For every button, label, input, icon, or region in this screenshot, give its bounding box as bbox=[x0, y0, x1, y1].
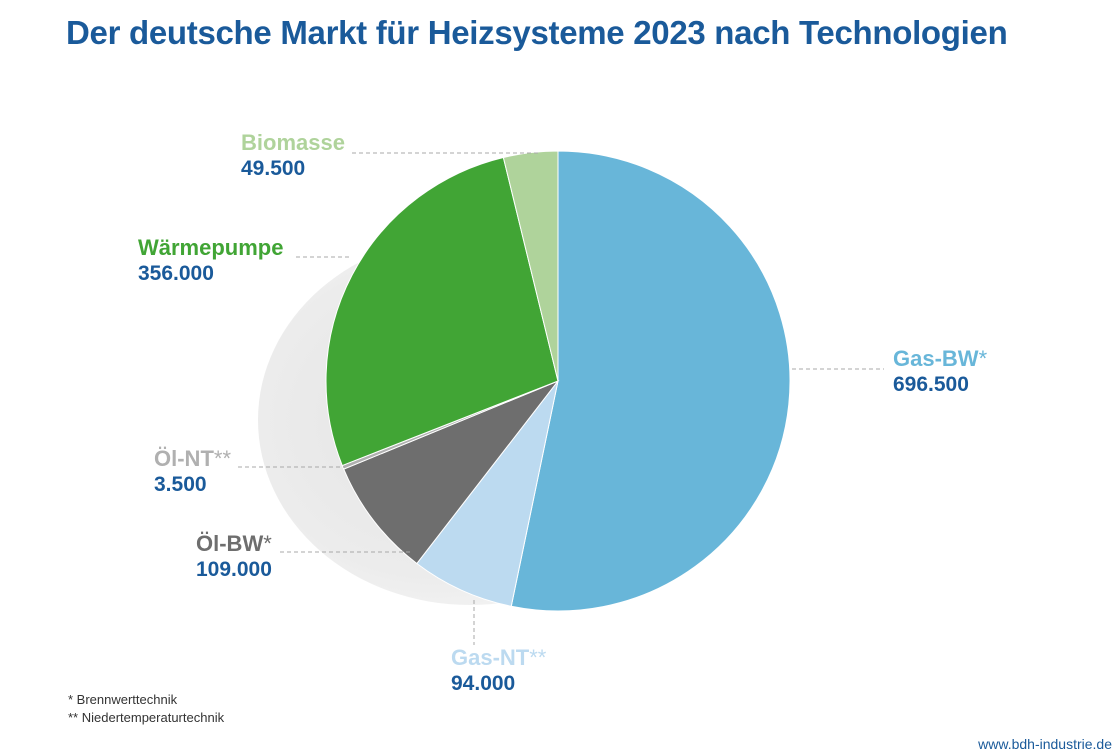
label-oel-bw-suffix: * bbox=[263, 531, 272, 556]
label-oel-bw: Öl-BW* 109.000 bbox=[196, 531, 272, 583]
label-biomasse: Biomasse 49.500 bbox=[241, 130, 345, 182]
label-gas-bw-value: 696.500 bbox=[893, 373, 969, 397]
footnotes: * Brennwerttechnik ** Niedertemperaturte… bbox=[68, 691, 224, 727]
slice-waermepumpe bbox=[325, 156, 559, 467]
footnote-brennwert: * Brennwerttechnik bbox=[68, 692, 178, 707]
chart-title: Der deutsche Markt für Heizsysteme 2023 … bbox=[66, 14, 1008, 51]
label-oel-nt-name: Öl-NT bbox=[154, 446, 214, 471]
label-oel-nt-value: 3.500 bbox=[154, 473, 207, 497]
label-gas-bw-name: Gas-BW bbox=[893, 346, 979, 371]
label-oel-nt: Öl-NT** 3.500 bbox=[154, 446, 231, 498]
source-url[interactable]: www.bdh-industrie.de bbox=[978, 736, 1112, 752]
label-gas-nt-suffix: ** bbox=[529, 645, 547, 670]
label-waermepumpe-value: 356.000 bbox=[138, 262, 214, 286]
slice-gas-bw bbox=[510, 150, 791, 612]
label-waermepumpe-name: Wärmepumpe bbox=[138, 235, 284, 260]
slice-gas-nt bbox=[416, 380, 559, 607]
label-biomasse-name: Biomasse bbox=[241, 130, 345, 155]
label-oel-bw-value: 109.000 bbox=[196, 558, 272, 582]
label-gas-bw-name-wrap: Gas-BW* bbox=[893, 346, 987, 372]
label-biomasse-value: 49.500 bbox=[241, 157, 306, 181]
pie-slices bbox=[325, 150, 791, 612]
label-gas-nt-value: 94.000 bbox=[451, 672, 516, 696]
label-gas-nt-name: Gas-NT bbox=[451, 645, 530, 670]
leader-lines bbox=[238, 152, 884, 645]
label-oel-bw-name: Öl-BW bbox=[196, 531, 264, 556]
label-oel-nt-name-wrap: Öl-NT** bbox=[154, 446, 231, 472]
label-oel-bw-name-wrap: Öl-BW* bbox=[196, 531, 272, 557]
label-oel-nt-suffix: ** bbox=[213, 446, 232, 471]
label-gas-bw: Gas-BW* 696.500 bbox=[893, 346, 987, 398]
label-gas-nt-name-wrap: Gas-NT** bbox=[451, 645, 546, 671]
label-waermepumpe: Wärmepumpe 356.000 bbox=[138, 235, 283, 287]
label-gas-bw-suffix: * bbox=[978, 346, 988, 371]
label-gas-nt: Gas-NT** 94.000 bbox=[451, 645, 546, 697]
slice-oel-bw bbox=[343, 379, 560, 565]
footnote-niedertemperatur: ** Niedertemperaturtechnik bbox=[68, 710, 225, 725]
